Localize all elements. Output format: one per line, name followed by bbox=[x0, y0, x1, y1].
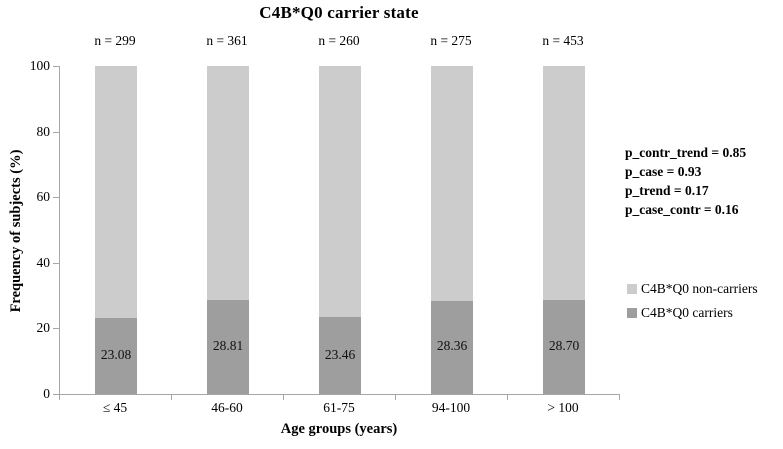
n-labels-row: n = 299 n = 361 n = 260 n = 275 n = 453 bbox=[59, 33, 619, 49]
n-count-label: n = 453 bbox=[542, 33, 584, 48]
x-category-label: 46-60 bbox=[211, 400, 243, 415]
y-tick-label: 60 bbox=[36, 189, 51, 205]
chart-title: C4B*Q0 carrier state bbox=[259, 3, 419, 22]
segment-value-label: 28.70 bbox=[548, 337, 580, 353]
x-tick-mark bbox=[283, 395, 284, 400]
non-carriers-segment bbox=[431, 66, 473, 301]
stacked-bar: 28.81 bbox=[207, 66, 249, 394]
stacked-bar: 28.36 bbox=[431, 66, 473, 394]
p-value-line: p_trend = 0.17 bbox=[625, 183, 709, 198]
carriers-segment: 28.36 bbox=[431, 300, 473, 394]
x-tick-mark bbox=[59, 395, 60, 400]
carriers-segment: 28.70 bbox=[543, 299, 585, 394]
n-count-label: n = 275 bbox=[430, 33, 472, 48]
p-value-line: p_contr_trend = 0.85 bbox=[625, 145, 747, 160]
x-tick-mark bbox=[507, 395, 508, 400]
n-count-label: n = 260 bbox=[318, 33, 360, 48]
x-tick-mark bbox=[395, 395, 396, 400]
carriers-segment: 23.46 bbox=[319, 317, 361, 394]
y-tick-mark bbox=[53, 131, 59, 133]
y-axis-title: Frequency of subjects (%) bbox=[8, 149, 24, 313]
bar-group: 23.08 bbox=[60, 66, 172, 394]
segment-value-label: 28.81 bbox=[212, 337, 244, 353]
y-tick-mark bbox=[53, 328, 59, 330]
p-value-line: p_case_contr = 0.16 bbox=[625, 202, 739, 217]
y-tick-label: 40 bbox=[36, 254, 51, 270]
x-tick-mark bbox=[619, 395, 620, 400]
x-tick-mark bbox=[171, 395, 172, 400]
y-tick-mark bbox=[53, 197, 59, 199]
p-value-annotations: p_contr_trend = 0.85 p_case = 0.93 p_trend… bbox=[625, 143, 746, 219]
non-carriers-segment bbox=[543, 66, 585, 300]
x-category-label: ≤ 45 bbox=[102, 400, 128, 415]
y-tick-mark bbox=[53, 262, 59, 264]
legend-swatch bbox=[627, 284, 637, 294]
non-carriers-segment bbox=[207, 66, 249, 300]
p-value-line: p_case = 0.93 bbox=[625, 164, 702, 179]
y-tick-label: 0 bbox=[43, 386, 50, 401]
legend: C4B*Q0 non-carriers C4B*Q0 carriers bbox=[627, 277, 758, 325]
plot-area: 23.08 28.81 23.46 28.36 28.70 bbox=[59, 66, 620, 395]
x-category-labels: ≤ 45 46-60 61-75 94-100 > 100 bbox=[59, 400, 619, 416]
segment-value-label: 28.36 bbox=[436, 338, 468, 354]
bar-group: 28.36 bbox=[396, 66, 508, 394]
bar-group: 28.81 bbox=[172, 66, 284, 394]
bar-group: 23.46 bbox=[284, 66, 396, 394]
bar-groups: 23.08 28.81 23.46 28.36 28.70 bbox=[60, 66, 620, 394]
non-carriers-segment bbox=[95, 66, 137, 319]
x-axis-title: Age groups (years) bbox=[280, 421, 398, 437]
carriers-segment: 23.08 bbox=[95, 318, 137, 394]
y-tick-mark bbox=[53, 394, 59, 395]
n-count-label: n = 299 bbox=[94, 33, 136, 48]
y-tick-mark bbox=[53, 66, 59, 67]
stacked-bar: 28.70 bbox=[543, 66, 585, 394]
segment-value-label: 23.08 bbox=[100, 347, 132, 363]
legend-label: C4B*Q0 carriers bbox=[641, 305, 733, 320]
y-tick-label: 100 bbox=[29, 58, 50, 73]
legend-swatch bbox=[627, 308, 637, 318]
y-tick-label: 80 bbox=[36, 123, 51, 139]
x-category-label: 61-75 bbox=[323, 400, 355, 415]
x-category-label: 94-100 bbox=[431, 400, 471, 415]
bar-group: 28.70 bbox=[508, 66, 620, 394]
legend-item: C4B*Q0 carriers bbox=[627, 301, 758, 325]
n-count-label: n = 361 bbox=[206, 33, 248, 48]
x-category-label: > 100 bbox=[547, 400, 579, 415]
non-carriers-segment bbox=[319, 66, 361, 318]
legend-label: C4B*Q0 non-carriers bbox=[641, 281, 758, 296]
y-tick-label: 20 bbox=[36, 320, 51, 336]
legend-item: C4B*Q0 non-carriers bbox=[627, 277, 758, 301]
segment-value-label: 23.46 bbox=[324, 346, 356, 362]
stacked-bar: 23.46 bbox=[319, 66, 361, 394]
stacked-bar: 23.08 bbox=[95, 66, 137, 394]
carriers-segment: 28.81 bbox=[207, 299, 249, 394]
